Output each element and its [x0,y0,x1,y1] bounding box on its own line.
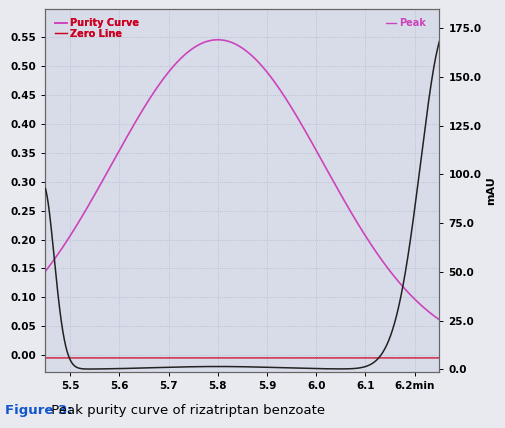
Y-axis label: mAU: mAU [486,176,496,205]
Legend: Peak: Peak [385,17,427,29]
Text: Figure 3:: Figure 3: [5,404,73,417]
Legend: Purity Curve, Zero Line: Purity Curve, Zero Line [54,17,140,39]
Text: Peak purity curve of rizatriptan benzoate: Peak purity curve of rizatriptan benzoat… [47,404,325,417]
